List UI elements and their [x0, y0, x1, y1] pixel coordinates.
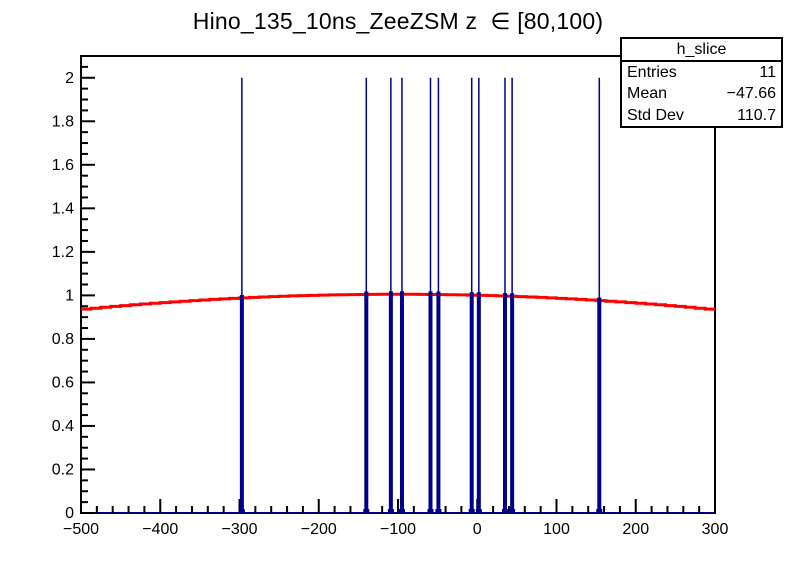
- spike-thin-segment: [401, 77, 403, 295]
- x-axis: −500 −400 −300 −200 −100 0 100 200 300: [63, 499, 728, 538]
- stats-value: −47.66: [726, 85, 776, 103]
- y-tick-label: 2: [65, 70, 74, 87]
- spike-curve-marker: [436, 291, 441, 298]
- spike-thick-segment: [597, 300, 602, 513]
- x-tick-label: −500: [63, 521, 99, 538]
- spike-thin-segment: [478, 77, 480, 296]
- spike-base: [398, 509, 405, 513]
- spike-base: [238, 509, 245, 513]
- x-tick-label: −300: [221, 521, 257, 538]
- stats-value: 110.7: [737, 106, 776, 124]
- histogram-spikes: [238, 77, 603, 513]
- spike-base: [596, 509, 603, 513]
- spike-thin-segment: [598, 77, 601, 301]
- x-tick-label: −100: [380, 521, 416, 538]
- stats-row-mean: Mean −47.66: [622, 83, 781, 104]
- spike-base: [475, 509, 482, 513]
- y-tick-label: 1.4: [52, 200, 74, 217]
- spike-thick-segment: [510, 296, 515, 513]
- x-tick-label: 200: [622, 521, 649, 538]
- spike-thick-segment: [388, 294, 393, 513]
- stats-label: Mean: [627, 85, 668, 103]
- spike-base: [501, 509, 508, 513]
- stats-row-stddev: Std Dev 110.7: [622, 105, 781, 126]
- plot-title: Hino_135_10ns_ZeeZSM z ∈ [80,100): [192, 8, 604, 34]
- spike-thick-segment: [428, 294, 433, 513]
- spike-thick-segment: [476, 295, 481, 513]
- spike-thin-segment: [390, 77, 392, 295]
- stats-row-entries: Entries 11: [622, 62, 781, 83]
- stats-label: Std Dev: [627, 106, 684, 124]
- fit-curve: [81, 292, 715, 311]
- spike-curve-markers: [239, 291, 602, 304]
- spike-thin-segment: [365, 77, 368, 295]
- spike-curve-marker: [364, 291, 369, 298]
- spike-thick-segment: [239, 298, 244, 513]
- stats-value: 11: [759, 64, 776, 81]
- spike-thin-segment: [511, 77, 513, 297]
- spike-base: [387, 509, 394, 513]
- y-tick-label: 0.2: [52, 461, 74, 478]
- spike-curve-marker: [239, 295, 244, 302]
- y-tick-label: 1: [65, 287, 74, 304]
- y-tick-label: 1.2: [52, 244, 74, 261]
- y-tick-label: 1.6: [52, 157, 74, 174]
- spike-curve-marker: [399, 291, 404, 298]
- x-tick-label: 300: [702, 521, 729, 538]
- spike-base: [468, 509, 475, 513]
- y-tick-label: 0.6: [52, 374, 74, 391]
- spike-curve-marker: [502, 293, 507, 300]
- spike-curve-marker: [510, 293, 515, 300]
- spike-thick-segment: [399, 294, 404, 513]
- spike-base: [435, 509, 442, 513]
- x-tick-label: 100: [543, 521, 570, 538]
- spike-thin-segment: [429, 77, 432, 295]
- x-tick-label: −400: [142, 521, 178, 538]
- y-tick-label: 1.8: [52, 113, 74, 130]
- spike-base: [363, 509, 370, 513]
- x-tick-label: −200: [301, 521, 337, 538]
- spike-thick-segment: [436, 294, 441, 513]
- spike-base: [427, 509, 434, 513]
- spike-base: [509, 509, 516, 513]
- y-tick-label: 0: [65, 505, 74, 522]
- fit-curve-line: [81, 292, 715, 311]
- spike-thick-segment: [364, 294, 369, 513]
- spike-curve-marker: [469, 292, 474, 299]
- spike-thin-segment: [504, 77, 506, 297]
- stats-label: Entries: [627, 64, 677, 81]
- y-tick-label: 0.4: [52, 418, 74, 435]
- y-tick-label: 0.8: [52, 331, 74, 348]
- stats-box: h_slice Entries 11 Mean −47.66 Std Dev 1…: [620, 37, 783, 128]
- y-axis: 0 0.2 0.4 0.6 0.8 1 1.2 1.4 1.6 1.8 2: [52, 65, 95, 522]
- stats-box-title: h_slice: [622, 39, 781, 62]
- spike-thin-segment: [241, 77, 243, 299]
- spike-thick-segment: [469, 295, 474, 513]
- spike-thin-segment: [470, 77, 473, 296]
- spike-thick-segment: [502, 296, 507, 513]
- spike-curve-marker: [597, 297, 602, 304]
- spike-thin-segment: [437, 77, 440, 295]
- x-tick-label: 0: [473, 521, 482, 538]
- spike-curve-marker: [428, 291, 433, 298]
- spike-curve-marker: [388, 291, 393, 298]
- spike-curve-marker: [476, 292, 481, 299]
